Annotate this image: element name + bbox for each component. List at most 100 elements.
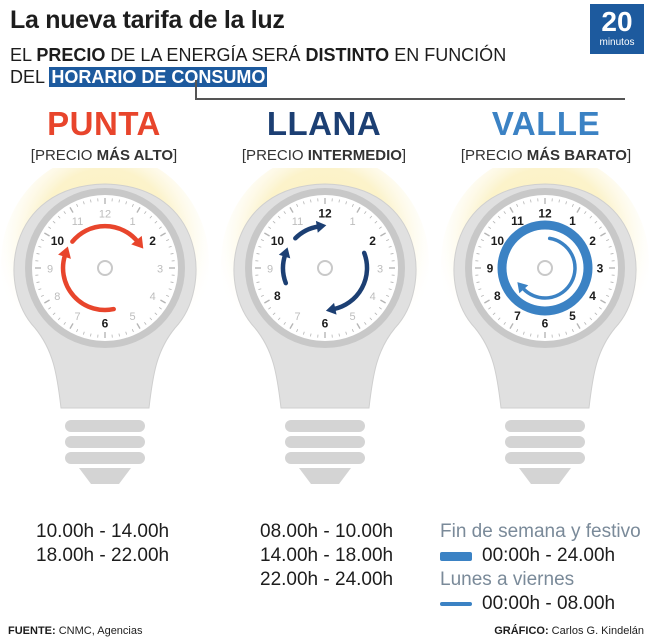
bulb-thread [505,420,585,432]
clock-number: 2 [149,234,156,248]
bulb-thread [285,452,365,464]
clock-tick [338,333,340,337]
clock-tick [118,333,120,337]
legend-thin-bar [440,602,472,606]
clock-number: 6 [102,317,109,331]
clock-tick [166,294,170,297]
clock-tick [484,232,490,237]
clock-tick [38,288,42,291]
clock-tick [82,201,85,205]
clock-tick [136,323,141,329]
clock-tick [260,294,264,297]
bulb-tip [79,468,131,484]
clock-tick [131,203,134,207]
range-arc [70,223,140,244]
clock-number: 9 [487,262,494,276]
clock-tick [338,199,340,203]
clock-face [32,195,178,341]
time-range: 00:00h - 24.00h [482,545,616,566]
subtitle-text: EL [10,45,32,65]
clock-tick [594,220,598,224]
clock-tick [600,299,606,304]
clock-number: 8 [274,289,281,303]
clock-tick [168,245,172,248]
clock-tick [90,333,92,337]
clock-tick [170,281,174,283]
clock-number: 8 [54,291,60,303]
clock-tick [497,317,501,321]
clock-tick [302,331,305,335]
clock-tick [264,299,270,304]
clock-tick [296,203,299,207]
clock-tick [149,317,153,321]
clock-tick [530,199,532,203]
clock-number: 1 [129,216,135,228]
clock-tick [386,239,390,242]
clock-tick [272,220,276,224]
clock-tick [44,232,50,237]
clock-number: 1 [569,214,576,228]
clock-tick [571,329,574,333]
clock-number: 3 [377,264,383,276]
clock-tick [256,281,260,283]
bulb-thread [65,436,145,448]
clock-tick [170,253,174,255]
clock-tick [52,312,56,316]
clock-tick [63,211,66,215]
clock-tick [476,281,480,283]
divider [195,98,625,100]
clock-tick [40,294,44,297]
clock-tick [268,226,272,229]
clock-tick [600,232,606,237]
clock-tick [380,232,386,237]
clock-tick [497,215,501,219]
clock-tick [57,215,61,219]
clock-tick [57,317,61,321]
source-note: FUENTE: CNMC, Agencias [8,625,143,637]
clock-tick [258,288,262,291]
clock-tick [144,211,147,215]
clock-tick [390,281,394,283]
arrow-head [131,235,144,249]
band-punta: PUNTA [PRECIO MÁS ALTO] [4,104,204,164]
clock-number: 5 [569,309,576,323]
clock-tick [484,299,490,304]
clock-tick [598,226,602,229]
clock-tick [168,288,172,291]
clock-tick [149,215,153,219]
clock-tick [584,211,587,215]
bulb-thread [285,420,365,432]
clock-tick [277,215,281,219]
clock-number: 11 [511,214,524,228]
subtitle-bold: DISTINTO [305,45,390,65]
clock-tick [48,307,52,310]
clock-number: 6 [322,317,329,331]
clock-tick [160,299,166,304]
clock-tick [310,199,312,203]
clock-tick [283,211,286,215]
clock-center [97,260,113,276]
clock-tick [369,317,373,321]
clock-tick [390,253,394,255]
subtitle-text: EN FUNCIÓN [394,45,507,65]
clock-tick [565,331,568,335]
clock-tick [158,226,162,229]
clock-tick [166,239,170,242]
clock-tick [283,321,286,325]
clock-number: 9 [47,264,53,276]
brand-logo: 20 minutos [590,4,644,54]
clock-number: 5 [349,311,355,323]
bulb-tip [519,468,571,484]
clock-tick [69,323,74,329]
clock-tick [516,203,519,207]
bulb-thread [505,436,585,448]
clock-center [537,260,553,276]
clock-tick [144,321,147,325]
clock-number: 3 [597,262,604,276]
band-llana: LLANA [PRECIO INTERMEDIO] [224,104,424,164]
arrow-head [325,302,337,315]
subtitle-bold: PRECIO [36,45,106,65]
arrow-head [278,247,291,259]
clock-tick [256,253,260,255]
